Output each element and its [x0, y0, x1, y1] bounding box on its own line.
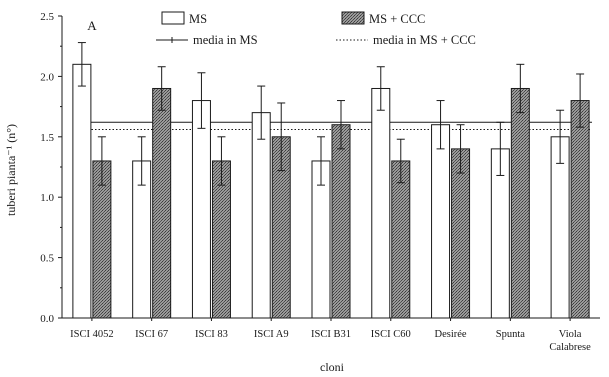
- bar-ms-ccc: [152, 87, 172, 319]
- y-ticks: 0.0 0.5 1.0 1.5 2.0 2.5: [40, 11, 62, 325]
- x-tick-label: ISCI A9: [254, 329, 289, 340]
- legend-swatch-ms-ccc: [341, 11, 365, 25]
- bar-ms: [251, 112, 271, 319]
- legend-label-ms-ccc: MS + CCC: [369, 12, 425, 26]
- y-tick-label: 2.0: [40, 71, 54, 83]
- bar-ms: [191, 100, 211, 319]
- x-categories: ISCI 4052 ISCI 67 ISCI 83 ISCI A9 ISCI B31 IS…: [70, 318, 591, 353]
- x-axis-title: cloni: [320, 360, 345, 374]
- bar-ms-ccc: [451, 148, 471, 319]
- bars: [72, 63, 590, 319]
- bar-ms-ccc: [570, 100, 590, 319]
- bar-ms-ccc: [391, 160, 411, 319]
- y-tick-label: 0.5: [40, 253, 54, 265]
- bar-ms-ccc: [331, 124, 351, 319]
- legend-label-media-ms-ccc: media in MS + CCC: [373, 33, 476, 47]
- legend-label-ms: MS: [189, 12, 207, 26]
- x-tick-label: ISCI 67: [135, 329, 168, 340]
- y-tick-label: 1.5: [40, 132, 54, 144]
- bar-ms: [431, 124, 451, 319]
- error-bars: [77, 42, 585, 186]
- legend: MS MS + CCC media in MS media in MS + CC…: [156, 11, 476, 47]
- legend-swatch-ms: [161, 11, 185, 25]
- x-tick-label: Spunta: [496, 329, 526, 340]
- x-tick-label: Desirée: [435, 329, 467, 340]
- legend-label-media-ms: media in MS: [193, 33, 258, 47]
- bar-ms: [72, 63, 92, 319]
- y-tick-label: 0.0: [40, 313, 54, 325]
- y-tick-label: 1.0: [40, 192, 54, 204]
- x-tick-label: ISCI C60: [371, 329, 411, 340]
- y-axis-title: tuberi pianta⁻¹ (n°): [4, 124, 18, 216]
- bar-ms-ccc: [510, 87, 530, 319]
- panel-label: A: [87, 18, 97, 33]
- y-tick-label: 2.5: [40, 11, 54, 23]
- bar-ms: [371, 87, 391, 319]
- x-tick-label: Viola Calabrese: [549, 329, 591, 353]
- x-tick-label: ISCI 4052: [70, 329, 113, 340]
- bar-ms: [550, 136, 570, 319]
- x-tick-label: ISCI 83: [195, 329, 228, 340]
- x-tick-label: ISCI B31: [311, 329, 351, 340]
